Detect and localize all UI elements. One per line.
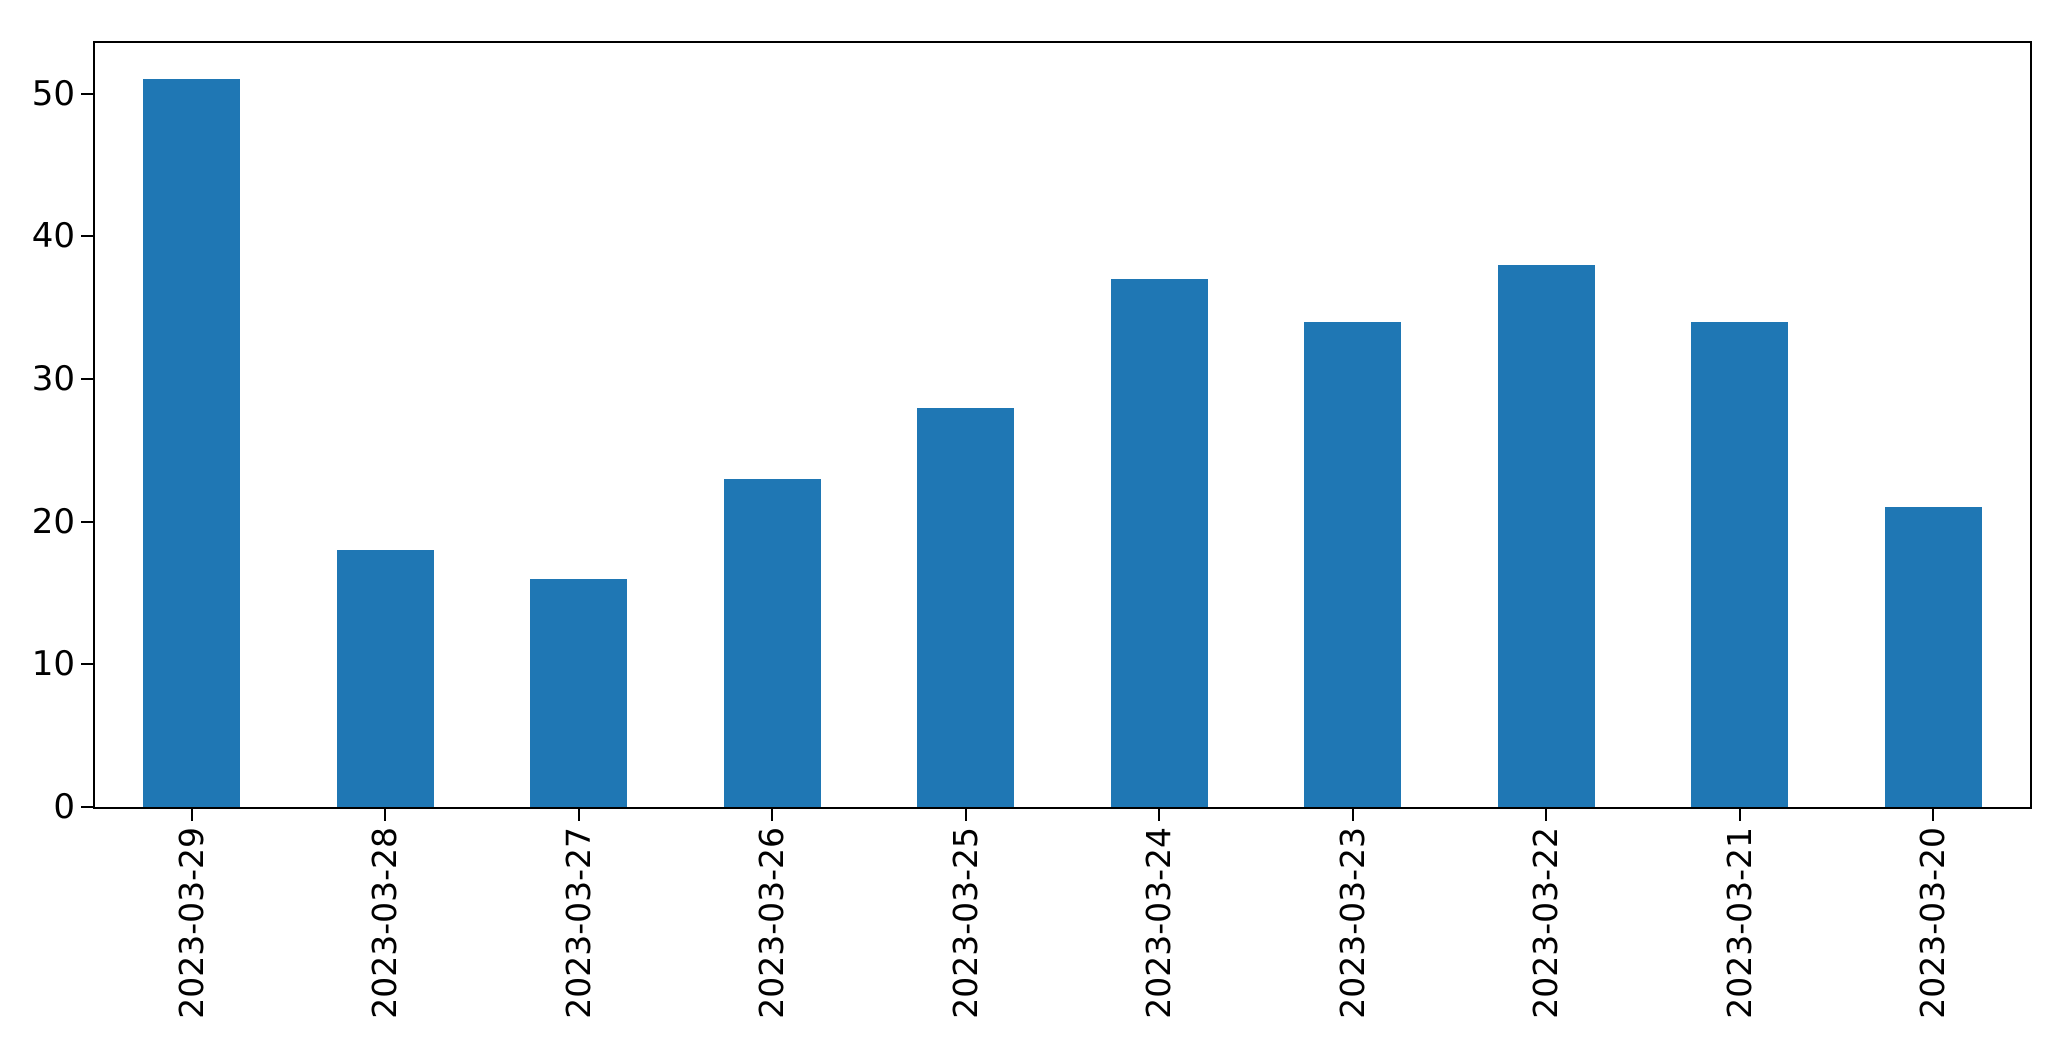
bar-2023-03-28 <box>336 550 434 807</box>
x-tick-mark <box>190 809 193 821</box>
x-tick-mark <box>771 809 774 821</box>
y-tick-label: 0 <box>53 787 75 827</box>
x-tick-mark <box>1932 809 1935 821</box>
x-tick-mark <box>577 809 580 821</box>
y-tick-label: 40 <box>31 216 75 257</box>
x-tick-label: 2023-03-22 <box>1526 827 1566 1019</box>
x-tick-mark <box>1351 809 1354 821</box>
bar-2023-03-25 <box>917 407 1015 807</box>
x-tick-label: 2023-03-20 <box>1913 827 1953 1019</box>
bar-2023-03-26 <box>723 478 821 807</box>
y-tick-mark <box>81 377 93 380</box>
y-tick-label: 10 <box>31 644 75 685</box>
x-tick-label: 2023-03-29 <box>171 827 211 1019</box>
y-tick-label: 20 <box>31 501 75 542</box>
x-tick-label: 2023-03-24 <box>1139 827 1179 1019</box>
y-tick-label: 30 <box>31 358 75 399</box>
x-tick-label: 2023-03-27 <box>558 827 598 1019</box>
x-tick-label: 2023-03-21 <box>1719 827 1759 1019</box>
x-tick-mark <box>1738 809 1741 821</box>
bar-2023-03-22 <box>1497 264 1595 807</box>
y-tick-mark <box>81 92 93 95</box>
y-tick-label: 50 <box>31 73 75 114</box>
bar-2023-03-27 <box>530 578 628 807</box>
bar-2023-03-23 <box>1304 321 1402 807</box>
x-tick-label: 2023-03-28 <box>365 827 405 1019</box>
bar-2023-03-20 <box>1884 507 1982 807</box>
x-tick-mark <box>1545 809 1548 821</box>
bar-2023-03-29 <box>143 79 241 807</box>
x-tick-mark <box>1158 809 1161 821</box>
x-tick-label: 2023-03-23 <box>1332 827 1372 1019</box>
x-tick-label: 2023-03-26 <box>752 827 792 1019</box>
x-tick-label: 2023-03-25 <box>945 827 985 1019</box>
bar-2023-03-21 <box>1691 321 1789 807</box>
x-tick-mark <box>384 809 387 821</box>
y-tick-mark <box>81 235 93 238</box>
x-tick-mark <box>964 809 967 821</box>
bar-2023-03-24 <box>1110 279 1208 807</box>
plot-area <box>93 41 2032 809</box>
y-tick-mark <box>81 663 93 666</box>
y-tick-mark <box>81 520 93 523</box>
y-tick-mark <box>81 806 93 808</box>
